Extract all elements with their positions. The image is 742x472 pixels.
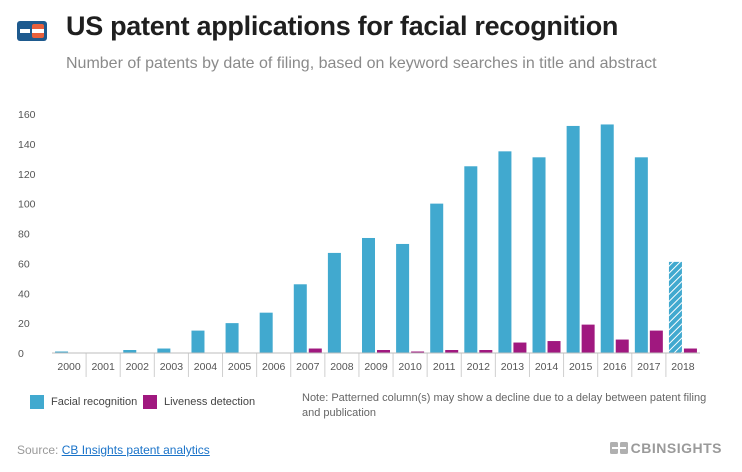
source-link[interactable]: CB Insights patent analytics bbox=[61, 443, 210, 457]
bar-facial-recognition-2000 bbox=[55, 351, 69, 353]
bar-liveness-detection-2016 bbox=[615, 339, 629, 353]
x-tick-label: 2000 bbox=[57, 361, 81, 373]
x-tick-label: 2007 bbox=[296, 361, 320, 373]
bar-liveness-detection-2012 bbox=[479, 350, 493, 353]
cb-insights-logo-icon bbox=[17, 21, 47, 41]
y-tick-label: 20 bbox=[18, 318, 30, 330]
x-tick-label: 2002 bbox=[126, 361, 150, 373]
bar-facial-recognition-2003 bbox=[157, 348, 171, 353]
x-tick-label: 2006 bbox=[262, 361, 286, 373]
bar-facial-recognition-2005 bbox=[225, 323, 239, 353]
source-line: Source: CB Insights patent analytics bbox=[17, 443, 210, 457]
y-tick-label: 100 bbox=[18, 199, 36, 211]
chart-note: Note: Patterned column(s) may show a dec… bbox=[302, 392, 707, 419]
bar-liveness-detection-2017 bbox=[649, 330, 663, 353]
x-tick-label: 2013 bbox=[501, 361, 525, 373]
bar-facial-recognition-2006 bbox=[259, 312, 273, 353]
x-tick-label: 2003 bbox=[160, 361, 184, 373]
bar-liveness-detection-2010 bbox=[411, 351, 425, 353]
bar-facial-recognition-2004 bbox=[191, 330, 205, 353]
x-tick-label: 2009 bbox=[364, 361, 388, 373]
cb-insights-mark-icon bbox=[609, 442, 628, 454]
bar-facial-recognition-2011 bbox=[430, 203, 444, 353]
y-tick-label: 80 bbox=[18, 229, 30, 241]
bar-facial-recognition-2017 bbox=[634, 157, 648, 353]
legend-item-liveness-detection: Liveness detection bbox=[143, 395, 255, 409]
y-tick-label: 140 bbox=[18, 139, 36, 151]
y-tick-label: 40 bbox=[18, 288, 30, 300]
bar-facial-recognition-2013 bbox=[498, 151, 512, 353]
x-tick-label: 2008 bbox=[330, 361, 354, 373]
y-tick-label: 60 bbox=[18, 258, 30, 270]
bar-facial-recognition-2009 bbox=[362, 237, 375, 353]
y-tick-label: 160 bbox=[18, 109, 36, 121]
x-tick-label: 2004 bbox=[194, 361, 218, 373]
bar-liveness-detection-2007 bbox=[308, 348, 322, 353]
chart-title: US patent applications for facial recogn… bbox=[66, 11, 619, 41]
x-tick-label: 2016 bbox=[603, 361, 627, 373]
legend-swatch-facial bbox=[30, 395, 44, 409]
bar-facial-recognition-2010 bbox=[396, 243, 410, 353]
source-prefix: Source: bbox=[17, 443, 62, 457]
brand-text: CBINSIGHTS bbox=[630, 440, 722, 456]
y-tick-label: 0 bbox=[18, 348, 24, 360]
bar-facial-recognition-2016 bbox=[600, 124, 614, 353]
bar-liveness-detection-2011 bbox=[445, 350, 459, 353]
chart-subtitle: Number of patents by date of filing, bas… bbox=[66, 55, 657, 72]
x-tick-label: 2017 bbox=[637, 361, 661, 373]
bar-liveness-detection-2009 bbox=[377, 350, 390, 353]
bar-facial-recognition-2002 bbox=[123, 350, 137, 353]
bar-facial-recognition-2008 bbox=[327, 252, 341, 353]
x-tick-label: 2005 bbox=[228, 361, 252, 373]
x-tick-label: 2011 bbox=[433, 361, 456, 373]
x-tick-label: 2014 bbox=[535, 361, 559, 373]
x-tick-label: 2010 bbox=[398, 361, 422, 373]
legend-swatch-liveness bbox=[143, 395, 157, 409]
bar-facial-recognition-2018 bbox=[668, 261, 682, 353]
bar-facial-recognition-2012 bbox=[464, 166, 478, 353]
x-tick-label: 2012 bbox=[467, 361, 491, 373]
y-tick-label: 120 bbox=[18, 169, 36, 181]
legend-item-facial-recognition: Facial recognition bbox=[30, 395, 137, 409]
legend-label-facial: Facial recognition bbox=[51, 396, 138, 408]
bar-liveness-detection-2015 bbox=[581, 324, 595, 353]
legend-label-liveness: Liveness detection bbox=[164, 396, 256, 408]
brand-wordmark: CBINSIGHTS bbox=[609, 440, 722, 456]
bar-chart: 0 20 40 60 80 100 120 140 160 2000 2001 2002 2003 20… bbox=[18, 109, 700, 377]
x-tick-label: 2015 bbox=[569, 361, 593, 373]
x-tick-label: 2001 bbox=[91, 361, 115, 373]
bar-facial-recognition-2014 bbox=[532, 157, 546, 353]
bar-facial-recognition-2007 bbox=[293, 284, 307, 353]
x-tick-label: 2018 bbox=[671, 361, 695, 373]
bar-liveness-detection-2013 bbox=[513, 342, 527, 353]
bar-facial-recognition-2015 bbox=[566, 125, 580, 353]
bar-liveness-detection-2018 bbox=[683, 348, 697, 353]
bar-liveness-detection-2014 bbox=[547, 341, 561, 353]
